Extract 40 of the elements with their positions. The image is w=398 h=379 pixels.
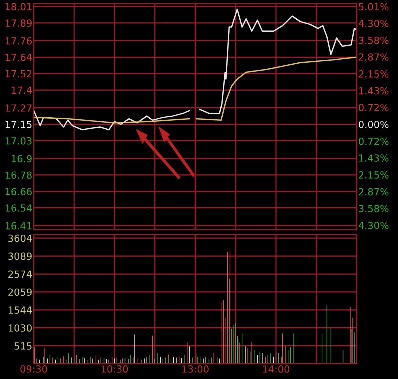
line-series	[34, 110, 190, 131]
y-tick-label: 16.66	[6, 188, 32, 196]
text: 5.01%	[359, 3, 389, 11]
text: 3.58%	[359, 205, 389, 212]
text: 1.43%	[359, 87, 389, 95]
y-tick-label: 17.15	[6, 121, 32, 128]
y-tick-label: 16.41	[6, 222, 32, 230]
y-tick-label: 17.4	[12, 86, 32, 94]
text: 3.58%	[359, 36, 389, 44]
y-tick-label: 17.89	[6, 20, 32, 28]
y-tick-label: 16.78	[6, 172, 32, 180]
text: 4.30%	[358, 222, 389, 230]
text: 0.72%	[359, 104, 389, 112]
text: 4.30%	[358, 20, 389, 28]
text: 0.72%	[359, 138, 389, 146]
y-tick-label: 16.54	[6, 204, 32, 212]
y-tick-label: 2574	[8, 270, 32, 278]
x-tick-label: 09:30	[20, 366, 48, 373]
text: 0.00%	[359, 120, 389, 128]
x-tick-label: 10:30	[102, 366, 128, 373]
y-tick-label: 515	[14, 342, 32, 350]
x-tick-label: 13:00	[182, 366, 209, 373]
y-tick-label: 3089	[8, 252, 32, 260]
text: 1.43%	[359, 154, 389, 162]
x-tick-label: 14:00	[263, 366, 290, 373]
y-tick-label: 17.64	[6, 54, 32, 62]
text: 2.87%	[359, 188, 389, 196]
y-tick-label: 1030	[8, 324, 32, 332]
text: 2.15%	[359, 70, 389, 78]
y-tick-label: 17.03	[6, 137, 32, 145]
y-tick-label: 17.76	[6, 37, 32, 45]
text: 2.15%	[359, 172, 389, 179]
y-tick-label: 17.27	[6, 104, 32, 112]
y-tick-label: 2059	[8, 288, 32, 296]
y-tick-label: 18.01	[6, 3, 32, 11]
y-tick-label: 16.9	[12, 155, 32, 163]
y-tick-label: 1544	[8, 306, 32, 314]
text: 2.87%	[359, 54, 389, 61]
y-tick-label: 3604	[8, 234, 32, 242]
y-tick-label: 17.52	[6, 70, 32, 78]
